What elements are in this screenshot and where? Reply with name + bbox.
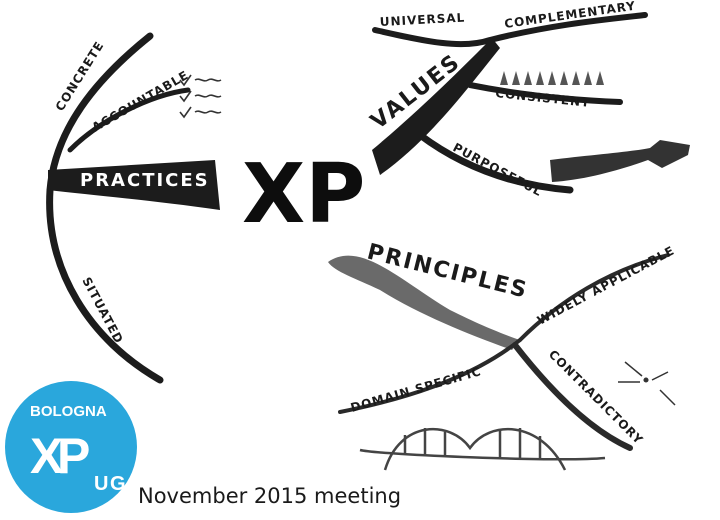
- consistent-label: CONSISTENT: [495, 86, 591, 110]
- values-branch: UNIVERSAL COMPLEMENTARY CONSISTENT PURPO…: [366, 0, 690, 199]
- arrow-doodle: [550, 140, 690, 182]
- checklist-doodle: [179, 74, 222, 119]
- consistent-stroke: [467, 82, 623, 105]
- logo-letter-u: U: [94, 473, 108, 495]
- xp-center-label: XP: [242, 147, 365, 242]
- bologna-xpug-logo: BOLOGNA X P U G: [5, 381, 137, 513]
- widely-applicable-stroke: [518, 253, 670, 342]
- logo-circle: [5, 381, 137, 513]
- practices-curve-stroke: [46, 32, 164, 384]
- converging-arrows-doodle: [618, 361, 676, 406]
- practices-main-stroke: [48, 160, 220, 210]
- bridge-doodle: [359, 427, 606, 471]
- concrete-label: CONCRETE: [53, 39, 107, 114]
- domain-specific-label: DOMAIN SPECIFIC: [349, 364, 483, 415]
- domain-specific-stroke: [338, 338, 522, 414]
- logo-letter-x: X: [30, 428, 63, 484]
- purposeful-stroke: [416, 131, 574, 194]
- practices-title: PRACTICES: [80, 170, 210, 191]
- principles-main-stroke: [328, 255, 520, 350]
- principles-branch: PRINCIPLES WIDELY APPLICABLE DOMAIN SPEC…: [328, 240, 677, 471]
- practices-branch: CONCRETE ACCOUNTABLE SITUATED PRACTICES: [46, 32, 222, 384]
- widely-applicable-label: WIDELY APPLICABLE: [535, 243, 677, 327]
- cones-doodle: [500, 71, 604, 85]
- values-main-stroke: [372, 38, 500, 175]
- logo-letter-p: P: [57, 428, 90, 484]
- meeting-caption: November 2015 meeting: [138, 484, 402, 508]
- logo-letter-g: G: [110, 473, 126, 495]
- contradictory-stroke: [512, 342, 633, 451]
- purposeful-label: PURPOSEFUL: [451, 140, 545, 199]
- logo-city: BOLOGNA: [30, 403, 107, 420]
- universal-label: UNIVERSAL: [379, 11, 465, 29]
- accountable-stroke: [67, 87, 191, 153]
